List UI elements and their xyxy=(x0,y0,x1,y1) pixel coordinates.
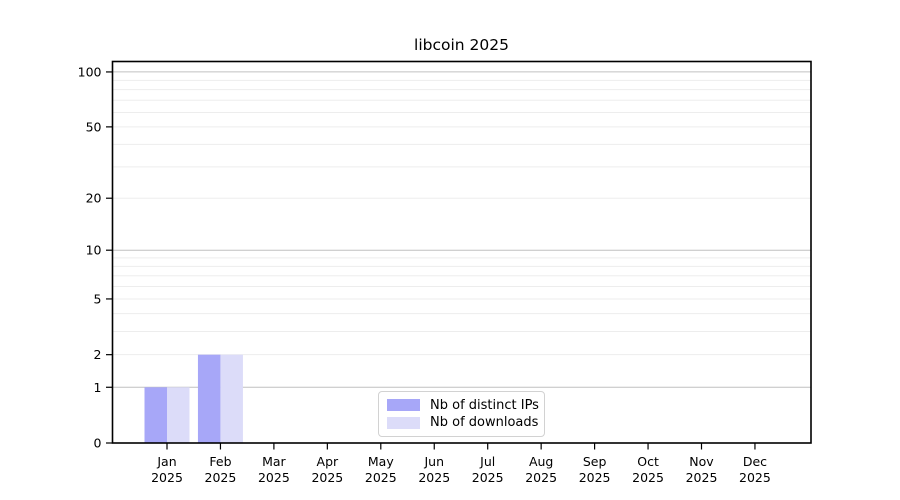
x-tick-label-month: Jun xyxy=(423,454,444,469)
x-tick-label-month: Dec xyxy=(743,454,767,469)
y-tick-label: 1 xyxy=(94,380,102,395)
y-tick-label: 0 xyxy=(94,436,102,451)
x-tick-label-month: Nov xyxy=(689,454,714,469)
x-tick-label-year: 2025 xyxy=(365,470,397,485)
x-tick-label-month: Sep xyxy=(583,454,607,469)
x-tick-label-year: 2025 xyxy=(472,470,504,485)
x-tick-label-year: 2025 xyxy=(686,470,718,485)
major-gridlines xyxy=(112,71,811,388)
bar-nb-of-downloads-jan xyxy=(167,387,190,443)
legend-item-downloads: Nb of downloads xyxy=(387,415,539,431)
minor-gridlines xyxy=(112,79,811,356)
x-tick-label-year: 2025 xyxy=(151,470,183,485)
plot-spines xyxy=(111,60,812,444)
legend-label-distinct-ips: Nb of distinct IPs xyxy=(430,397,539,413)
legend: Nb of distinct IPs Nb of downloads xyxy=(378,391,545,437)
y-tick-label: 5 xyxy=(94,291,102,306)
legend-swatch-distinct-ips xyxy=(387,399,420,412)
x-tick-label-year: 2025 xyxy=(525,470,557,485)
x-tick-label-month: Jan xyxy=(156,454,176,469)
x-tick-label-month: Apr xyxy=(317,454,339,469)
legend-item-distinct-ips: Nb of distinct IPs xyxy=(387,397,539,413)
bars xyxy=(144,354,243,443)
x-tick-label-month: May xyxy=(368,454,394,469)
x-tick-label-month: Oct xyxy=(637,454,659,469)
x-tick-label-year: 2025 xyxy=(418,470,450,485)
x-tick-label-year: 2025 xyxy=(311,470,343,485)
y-axis: 0 1 2 5 10 20 50 100 xyxy=(78,64,113,451)
x-tick-label-year: 2025 xyxy=(739,470,771,485)
x-tick-label-month: Feb xyxy=(209,454,231,469)
x-tick-label-month: Jul xyxy=(479,454,495,469)
x-tick-label-month: Mar xyxy=(262,454,286,469)
bar-nb-of-distinct-ips-feb xyxy=(197,354,221,443)
y-tick-label: 10 xyxy=(86,243,102,258)
x-tick-label-year: 2025 xyxy=(258,470,290,485)
legend-swatch-downloads xyxy=(387,416,420,429)
x-axis: Jan2025Feb2025Mar2025Apr2025May2025Jun20… xyxy=(151,443,771,485)
y-tick-label: 2 xyxy=(94,347,102,362)
x-tick-label-year: 2025 xyxy=(579,470,611,485)
x-tick-label-month: Aug xyxy=(529,454,553,469)
y-tick-label: 50 xyxy=(86,119,102,134)
y-tick-label: 100 xyxy=(78,64,102,79)
chart-title: libcoin 2025 xyxy=(414,36,509,54)
y-tick-label: 20 xyxy=(86,191,102,206)
x-tick-label-year: 2025 xyxy=(632,470,664,485)
bar-nb-of-downloads-feb xyxy=(220,354,243,443)
bar-nb-of-distinct-ips-jan xyxy=(144,387,167,443)
legend-label-downloads: Nb of downloads xyxy=(430,415,539,431)
x-tick-label-year: 2025 xyxy=(205,470,237,485)
